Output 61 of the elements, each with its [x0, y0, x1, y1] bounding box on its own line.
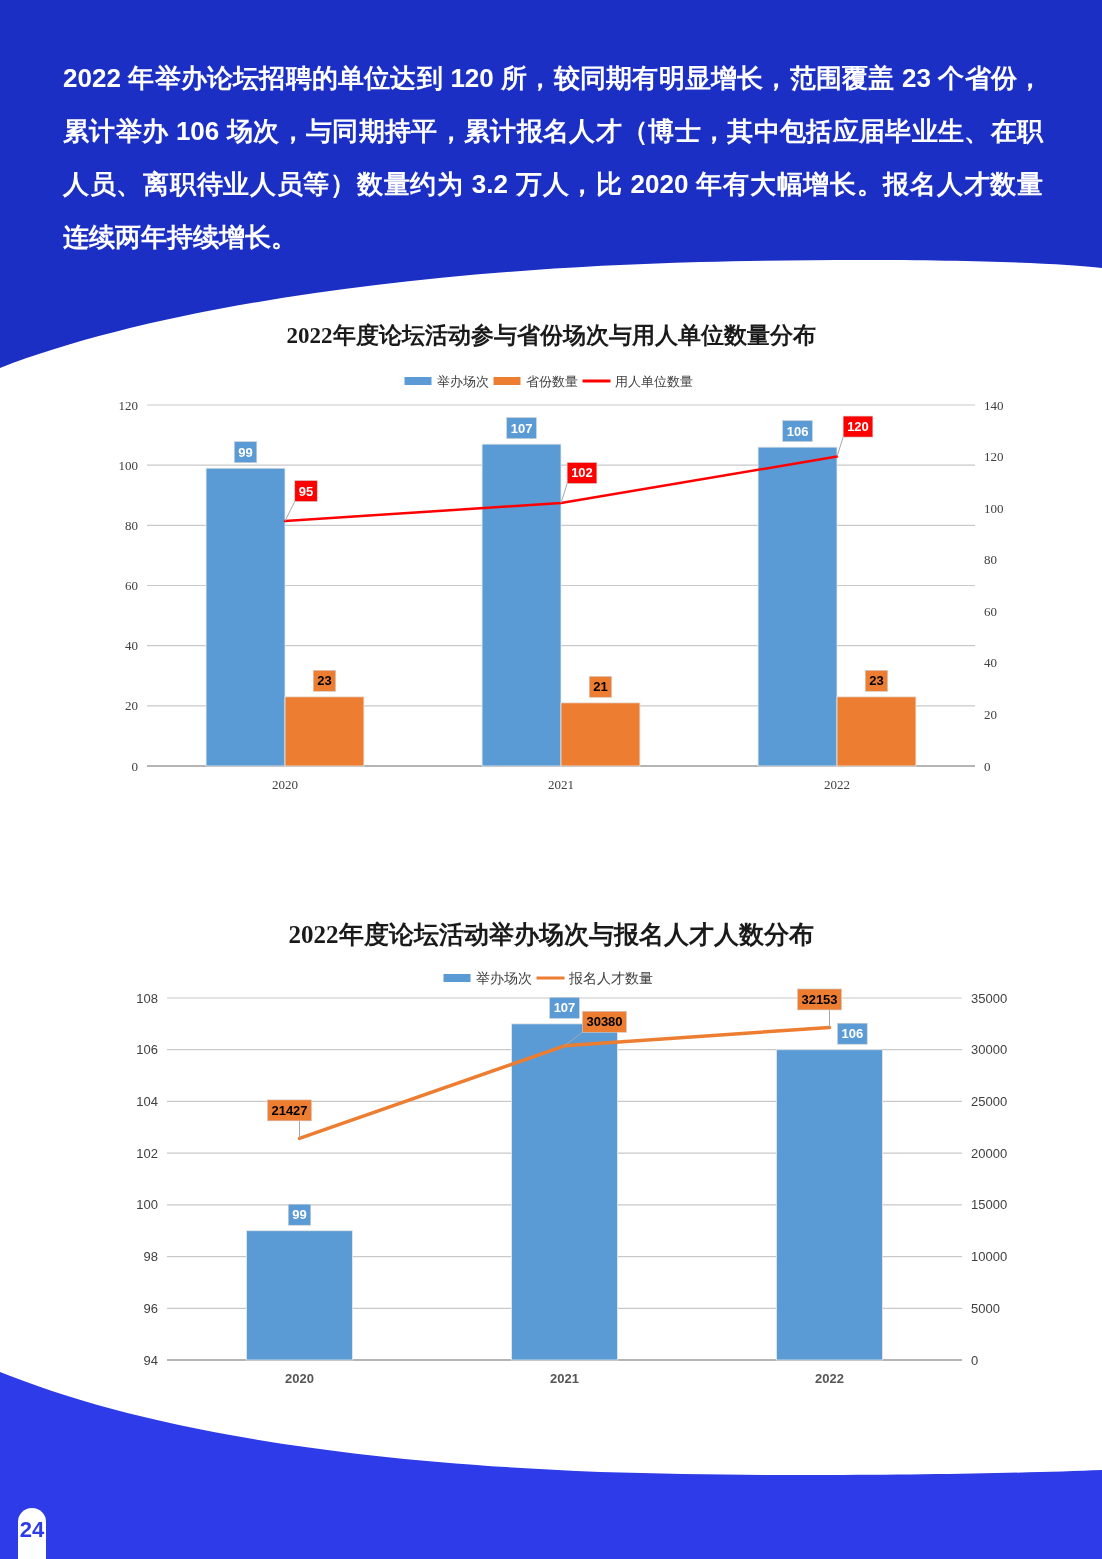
- data-label: 102: [571, 465, 593, 481]
- legend-label: 用人单位数量: [614, 373, 693, 389]
- y2-tick-label: 80: [984, 552, 997, 568]
- y2-tick-label: 120: [984, 449, 1004, 465]
- x-tick-label: 2021: [548, 776, 574, 792]
- data-label: 120: [847, 419, 869, 435]
- data-label: 21427: [271, 1102, 308, 1118]
- y-tick-label: 20: [125, 698, 138, 714]
- text: 2022 年举办论坛招聘的单位达到 120 所，较同期有明显增长，范围覆盖 23 个省份，累计举办 106 场次，与同期持平，累计报名人才（博士，其中包括应届毕业生、在职人员、离职待业人员等）数量约为 3.2 万人，比 2020 年有大幅增长。报名人才数量连续两年持续增长。: [63, 62, 1043, 254]
- y2-tick-label: 0: [971, 1352, 979, 1368]
- data-label: 99: [238, 444, 253, 460]
- x-tick-label: 2022: [815, 1370, 844, 1386]
- y-tick-label: 94: [143, 1352, 158, 1368]
- data-label: 107: [510, 420, 533, 436]
- data-label: 23: [317, 673, 332, 689]
- x-tick-label: 2021: [550, 1370, 579, 1386]
- y2-tick-label: 10000: [971, 1249, 1008, 1265]
- x-tick-label: 2022: [824, 776, 850, 792]
- y-tick-label: 120: [118, 397, 138, 413]
- data-label: 21: [593, 679, 608, 695]
- y-tick-label: 106: [136, 1042, 158, 1058]
- data-label: 95: [298, 483, 314, 499]
- y2-tick-label: 30000: [971, 1042, 1008, 1058]
- y-tick-label: 96: [143, 1300, 158, 1316]
- y-tick-label: 80: [125, 517, 138, 533]
- y2-tick-label: 20000: [971, 1145, 1008, 1161]
- legend-label: 报名人才数量: [567, 970, 653, 986]
- y2-tick-label: 5000: [971, 1300, 1000, 1316]
- chart-title: 2022年度论坛活动参与省份场次与用人单位数量分布: [286, 321, 816, 348]
- y2-tick-label: 100: [984, 500, 1004, 516]
- y2-tick-label: 15000: [971, 1197, 1008, 1213]
- legend-label: 省份数量: [525, 373, 578, 389]
- y2-tick-label: 140: [984, 397, 1004, 413]
- y2-tick-label: 25000: [971, 1093, 1008, 1109]
- y-tick-label: 102: [136, 1145, 158, 1161]
- data-label: 106: [786, 423, 809, 439]
- y-tick-label: 0: [131, 758, 138, 774]
- y-tick-label: 60: [125, 578, 138, 593]
- y-tick-label: 40: [125, 638, 138, 654]
- y-tick-label: 100: [118, 457, 138, 473]
- data-label: 106: [841, 1026, 864, 1042]
- y2-tick-label: 20: [984, 706, 997, 722]
- data-label: 107: [553, 1000, 576, 1016]
- y-tick-label: 100: [136, 1197, 158, 1213]
- x-tick-label: 2020: [285, 1370, 314, 1386]
- y-tick-label: 108: [136, 990, 158, 1006]
- text: 24: [18, 1516, 46, 1544]
- legend-label: 举办场次: [436, 373, 489, 389]
- y2-tick-label: 35000: [971, 990, 1008, 1006]
- data-label: 23: [869, 673, 884, 689]
- y2-tick-label: 0: [984, 758, 991, 774]
- y-tick-label: 104: [136, 1093, 158, 1109]
- data-label: 99: [292, 1207, 307, 1223]
- x-tick-label: 2020: [272, 776, 298, 792]
- data-label: 32153: [801, 991, 838, 1007]
- legend-label: 举办场次: [475, 970, 532, 986]
- data-label: 30380: [586, 1014, 623, 1030]
- y2-tick-label: 60: [984, 603, 997, 619]
- chart-title: 2022年度论坛活动举办场次与报名人才人数分布: [288, 920, 814, 948]
- y2-tick-label: 40: [984, 655, 997, 671]
- y-tick-label: 98: [143, 1249, 158, 1265]
